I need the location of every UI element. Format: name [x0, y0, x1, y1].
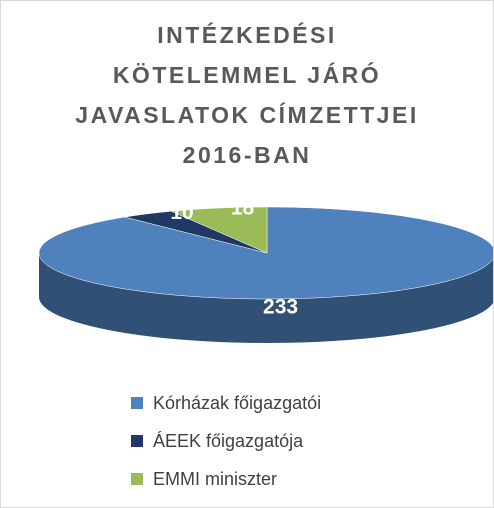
- legend-swatch: [131, 473, 143, 485]
- legend-label: Kórházak főigazgatói: [153, 393, 321, 413]
- data-label: 233: [263, 295, 298, 318]
- data-label: 10: [170, 201, 193, 224]
- chart-title: INTÉZKEDÉSI KÖTELEMMEL JÁRÓ JAVASLATOK C…: [75, 22, 419, 168]
- slice: [171, 206, 268, 254]
- legend-swatch: [131, 435, 143, 447]
- data-label: 18: [231, 197, 255, 220]
- legend-label: ÁEEK főigazgatója: [153, 431, 304, 451]
- legend-swatch: [131, 397, 143, 409]
- legend-label: EMMI miniszter: [153, 469, 277, 489]
- slice-side: [39, 253, 493, 343]
